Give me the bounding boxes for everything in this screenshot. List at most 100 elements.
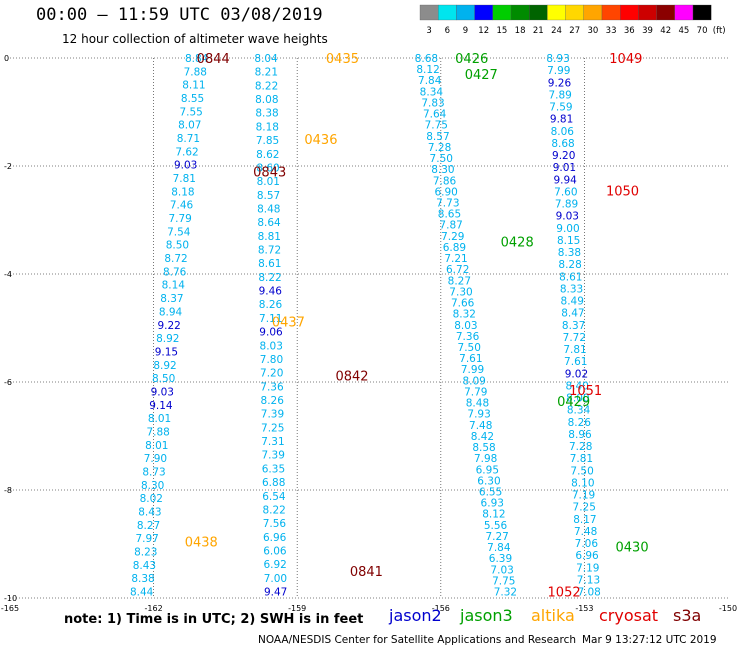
swh-value: 9.03 (151, 386, 174, 398)
swh-value: 8.68 (415, 53, 438, 65)
swh-value: 6.55 (479, 486, 502, 498)
swh-value: 8.43 (138, 506, 161, 518)
swh-value: 8.94 (159, 306, 183, 318)
swh-value: 7.54 (167, 226, 191, 238)
swh-value: 7.31 (261, 436, 284, 448)
swh-value: 8.58 (472, 442, 495, 454)
swh-value: 7.80 (260, 354, 283, 366)
swh-value: 8.50 (166, 240, 189, 252)
chart-subtitle: 12 hour collection of altimeter wave hei… (62, 32, 328, 46)
swh-value: 8.08 (255, 94, 278, 106)
colorbar-label: 3 (426, 26, 431, 36)
colorbar-label: 33 (606, 26, 617, 36)
swh-value: 7.39 (262, 450, 285, 462)
swh-value: 7.62 (175, 146, 198, 158)
swh-value: 7.06 (575, 538, 599, 550)
y-tick-label: -8 (4, 486, 12, 495)
swh-value: 8.48 (466, 398, 489, 410)
swh-value: 8.57 (257, 190, 280, 202)
swh-value: 8.61 (559, 271, 582, 283)
swh-value: 7.61 (564, 356, 587, 368)
swh-value: 8.12 (482, 509, 505, 521)
swh-value: 7.88 (184, 66, 207, 78)
swh-value: 8.21 (255, 67, 278, 79)
swh-value: 8.00 (566, 393, 589, 405)
swh-value: 8.27 (448, 275, 471, 287)
swh-value: 8.81 (258, 231, 281, 243)
pass-time-label: 1051 (569, 384, 602, 399)
swh-value: 8.18 (171, 186, 194, 198)
swh-value: 8.73 (142, 466, 165, 478)
swh-value: 8.62 (256, 149, 279, 161)
swh-value: 8.04 (254, 53, 278, 65)
swh-value: 6.35 (262, 463, 285, 475)
swh-value: 7.50 (458, 342, 481, 354)
swh-value: 7.66 (451, 298, 475, 310)
swh-value: 6.96 (575, 550, 599, 562)
swh-value: 7.84 (418, 75, 442, 87)
swh-value: 6.96 (263, 532, 287, 544)
swh-value: 9.02 (565, 368, 588, 380)
swh-value: 7.93 (467, 409, 490, 421)
swh-value: 7.75 (425, 120, 448, 132)
colorbar-label: 18 (515, 26, 526, 36)
swh-value: 7.99 (547, 65, 570, 77)
swh-value: 8.26 (568, 417, 592, 429)
legend-jason2: jason2 (389, 606, 442, 625)
swh-value: 8.30 (431, 164, 454, 176)
colorbar-label: 9 (463, 26, 468, 36)
legend-s3a: s3a (673, 606, 702, 625)
swh-value: 7.86 (433, 175, 457, 187)
swh-value: 7.81 (173, 173, 196, 185)
swh-value: 7.79 (464, 386, 487, 398)
y-tick-label: -6 (4, 378, 12, 387)
swh-value: 7.27 (485, 531, 508, 543)
swh-value: 8.01 (257, 176, 280, 188)
credit-text: NOAA/NESDIS Center for Satellite Applica… (258, 634, 576, 646)
swh-value: 8.09 (462, 375, 485, 387)
swh-value: 7.28 (428, 142, 451, 154)
swh-value: 8.03 (260, 340, 283, 352)
pass-time-label: 0842 (335, 370, 368, 385)
swh-value: 9.47 (264, 587, 287, 599)
x-tick-label: -156 (432, 604, 450, 613)
swh-value: 7.30 (449, 286, 472, 298)
legend-cryosat: cryosat (599, 606, 659, 625)
swh-value: 8.71 (177, 133, 200, 145)
swh-value: 7.85 (256, 135, 279, 147)
pass-time-label: 0426 (455, 52, 488, 67)
swh-value: 7.90 (144, 453, 167, 465)
swh-value: 6.39 (489, 553, 512, 565)
swh-value: 9.81 (550, 114, 573, 126)
swh-value: 6.30 (477, 475, 500, 487)
swh-value: 6.72 (446, 264, 469, 276)
swh-value: 7.25 (573, 502, 596, 514)
legend-altika: altika (531, 606, 575, 625)
swh-value: 8.76 (163, 266, 187, 278)
pass-time-label: 1049 (609, 52, 642, 67)
swh-value: 8.47 (561, 308, 584, 320)
swh-value: 8.44 (130, 587, 154, 599)
swh-value: 7.19 (576, 562, 599, 574)
swh-value: 9.94 (553, 174, 577, 186)
swh-value: 7.61 (459, 353, 482, 365)
pass-time-label: 1050 (606, 184, 639, 199)
swh-value: 7.21 (444, 253, 467, 265)
swh-value: 8.12 (416, 64, 439, 76)
swh-value: 9.01 (553, 162, 576, 174)
swh-value: 7.39 (261, 409, 284, 421)
swh-value: 8.11 (182, 80, 205, 92)
swh-value: 9.46 (259, 286, 283, 298)
y-tick-label: -4 (4, 270, 12, 279)
swh-value: 9.22 (157, 320, 180, 332)
swh-value: 7.48 (469, 420, 492, 432)
swh-value: 6.92 (263, 559, 286, 571)
swh-value: 7.89 (548, 89, 571, 101)
colorbar: 3 6 9 12 15 18 21 24 27 30 33 36 39 42 45 70 (ft) (419, 4, 726, 36)
pass-time-label: 0844 (197, 52, 230, 67)
swh-value: 6.88 (262, 477, 285, 489)
swh-value: 7.20 (260, 368, 283, 380)
colorbar-label: 70 (697, 26, 708, 36)
pass-time-label: 0843 (253, 165, 286, 180)
